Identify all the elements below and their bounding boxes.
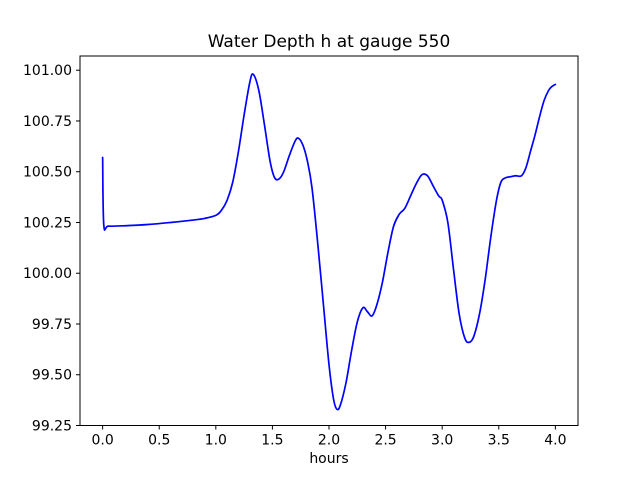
chart-title: Water Depth h at gauge 550 <box>208 32 451 52</box>
x-tick-label: 2.0 <box>318 433 340 449</box>
x-axis-label: hours <box>309 451 348 467</box>
y-tick-label: 101.00 <box>23 63 72 79</box>
x-tick-label: 4.0 <box>544 433 566 449</box>
x-tick-label: 1.0 <box>205 433 227 449</box>
x-tick-label: 0.0 <box>92 433 114 449</box>
series-line <box>101 73 557 411</box>
y-tick-label: 99.75 <box>32 317 72 333</box>
x-tick-label: 1.5 <box>261 433 283 449</box>
y-tick-label: 100.00 <box>23 266 72 282</box>
y-tick-label: 100.25 <box>23 215 72 231</box>
y-tick-label: 99.50 <box>32 368 72 384</box>
x-tick-label: 3.5 <box>488 433 510 449</box>
y-tick-label: 100.75 <box>23 114 72 130</box>
y-tick-label: 99.25 <box>32 419 72 435</box>
x-tick-label: 2.5 <box>374 433 396 449</box>
y-tick-label: 100.50 <box>23 165 72 181</box>
x-tick-label: 3.0 <box>431 433 453 449</box>
x-tick-label: 0.5 <box>148 433 170 449</box>
